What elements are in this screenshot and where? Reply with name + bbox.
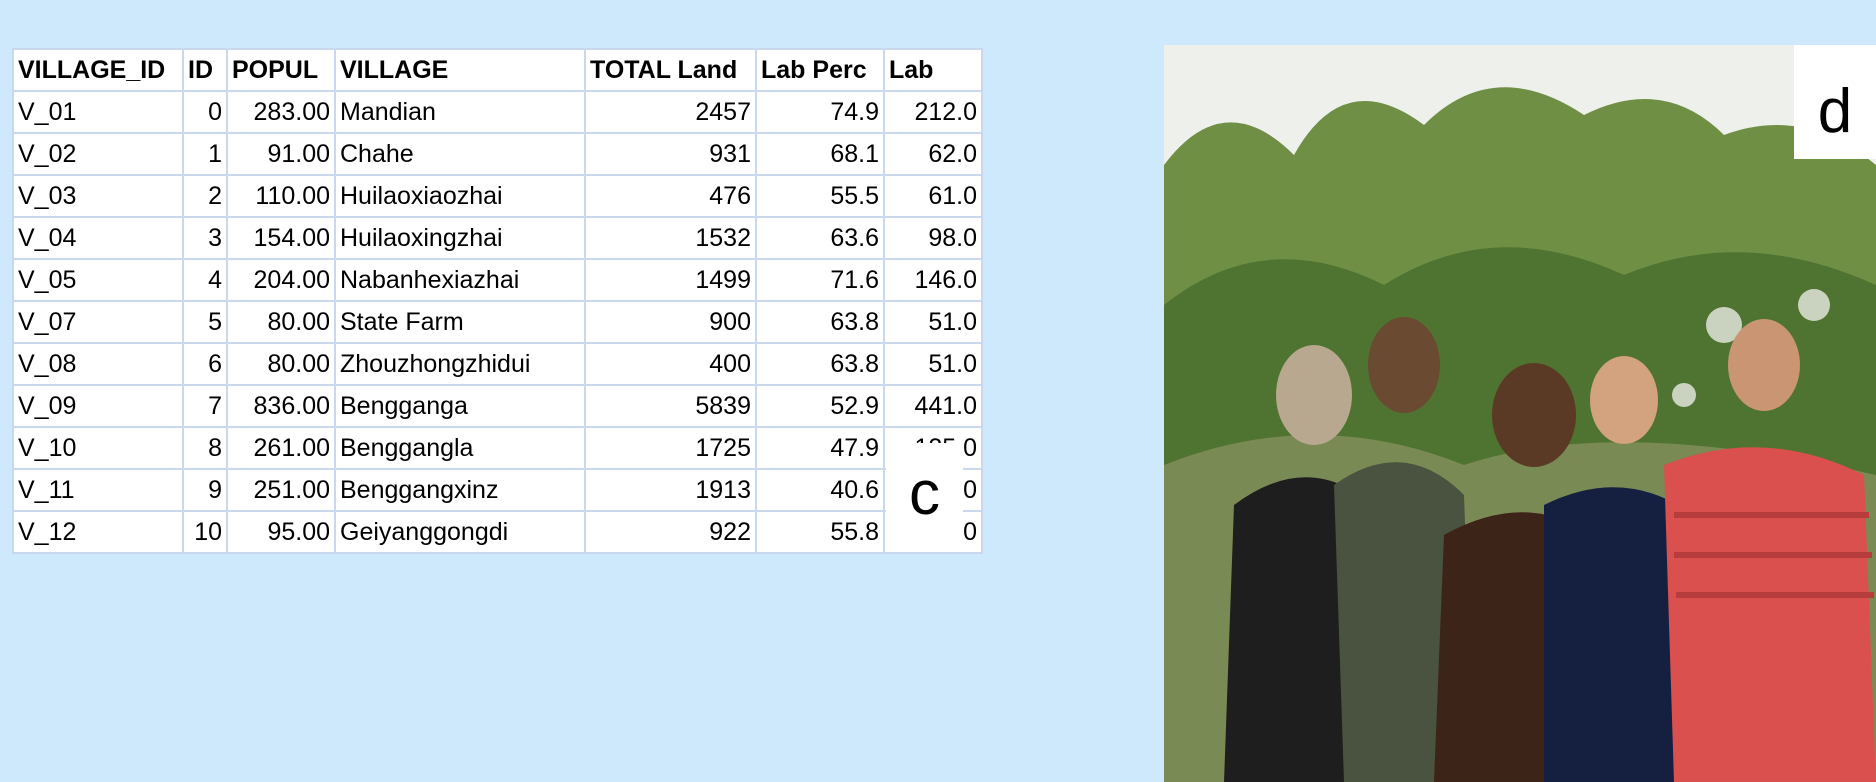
table-cell: 212.0	[884, 91, 982, 133]
table-cell: V_09	[13, 385, 183, 427]
table-cell: V_01	[13, 91, 183, 133]
table-cell: 1725	[585, 427, 756, 469]
table-cell: 74.9	[756, 91, 884, 133]
table-cell: 51.0	[884, 343, 982, 385]
photo	[1164, 45, 1876, 782]
table-cell: 922	[585, 511, 756, 553]
table-cell: 441.0	[884, 385, 982, 427]
table-cell: Nabanhexiazhai	[335, 259, 585, 301]
panel-label: c	[886, 443, 963, 543]
table-cell: 80.00	[227, 343, 335, 385]
header-cell: POPUL	[227, 49, 335, 91]
table-cell: V_05	[13, 259, 183, 301]
table-cell: 98.0	[884, 217, 982, 259]
table-cell: 9	[183, 469, 227, 511]
table-cell: 1913	[585, 469, 756, 511]
table-cell: 4	[183, 259, 227, 301]
header-cell: Lab Perc	[756, 49, 884, 91]
table-cell: 251.00	[227, 469, 335, 511]
table-cell: 400	[585, 343, 756, 385]
table-cell: 1499	[585, 259, 756, 301]
table-cell: 5	[183, 301, 227, 343]
header-cell: Lab	[884, 49, 982, 91]
table-cell: 261.00	[227, 427, 335, 469]
table-cell: 63.8	[756, 301, 884, 343]
table-cell: 204.00	[227, 259, 335, 301]
table-cell: 62.0	[884, 133, 982, 175]
table-cell: 71.6	[756, 259, 884, 301]
table-cell: 63.6	[756, 217, 884, 259]
panel-label: d	[1794, 54, 1876, 168]
table-cell: V_02	[13, 133, 183, 175]
table-cell: 900	[585, 301, 756, 343]
table-cell: 1532	[585, 217, 756, 259]
page: VILLAGE_IDIDPOPULVILLAGETOTAL LandLab Pe…	[0, 0, 1876, 782]
table-cell: 47.9	[756, 427, 884, 469]
table-cell: V_07	[13, 301, 183, 343]
table-cell: State Farm	[335, 301, 585, 343]
header-cell: VILLAGE_ID	[13, 49, 183, 91]
table-cell: 7	[183, 385, 227, 427]
table-cell: 80.00	[227, 301, 335, 343]
table-cell: V_03	[13, 175, 183, 217]
table-cell: 1	[183, 133, 227, 175]
table-cell: 6	[183, 343, 227, 385]
table-cell: 5839	[585, 385, 756, 427]
table-cell: 8	[183, 427, 227, 469]
table-cell: 3	[183, 217, 227, 259]
table-cell: 2	[183, 175, 227, 217]
table-cell: Zhouzhongzhidui	[335, 343, 585, 385]
table-cell: 52.9	[756, 385, 884, 427]
table-cell: 154.00	[227, 217, 335, 259]
header-cell: ID	[183, 49, 227, 91]
table-cell: 10	[183, 511, 227, 553]
table-cell: V_08	[13, 343, 183, 385]
header-cell: VILLAGE	[335, 49, 585, 91]
table-cell: Huilaoxiaozhai	[335, 175, 585, 217]
table-cell: Huilaoxingzhai	[335, 217, 585, 259]
table-cell: 0	[183, 91, 227, 133]
table-cell: V_10	[13, 427, 183, 469]
table-cell: 68.1	[756, 133, 884, 175]
table-cell: Benggangxinz	[335, 469, 585, 511]
table-cell: V_12	[13, 511, 183, 553]
table-cell: Chahe	[335, 133, 585, 175]
table-cell: V_11	[13, 469, 183, 511]
table-cell: 91.00	[227, 133, 335, 175]
table-cell: 40.6	[756, 469, 884, 511]
table-cell: Mandian	[335, 91, 585, 133]
table-cell: 2457	[585, 91, 756, 133]
table-cell: 63.8	[756, 343, 884, 385]
table-cell: 61.0	[884, 175, 982, 217]
table-cell: 836.00	[227, 385, 335, 427]
table-cell: 476	[585, 175, 756, 217]
table-cell: V_04	[13, 217, 183, 259]
table-cell: Benggangla	[335, 427, 585, 469]
table-cell: Bengganga	[335, 385, 585, 427]
table-cell: 110.00	[227, 175, 335, 217]
table-cell: 55.8	[756, 511, 884, 553]
table-cell: 283.00	[227, 91, 335, 133]
table-cell: 51.0	[884, 301, 982, 343]
table-cell: Geiyanggongdi	[335, 511, 585, 553]
table-cell: 95.00	[227, 511, 335, 553]
table-cell: 931	[585, 133, 756, 175]
table-cell: 55.5	[756, 175, 884, 217]
table-cell: 146.0	[884, 259, 982, 301]
header-cell: TOTAL Land	[585, 49, 756, 91]
